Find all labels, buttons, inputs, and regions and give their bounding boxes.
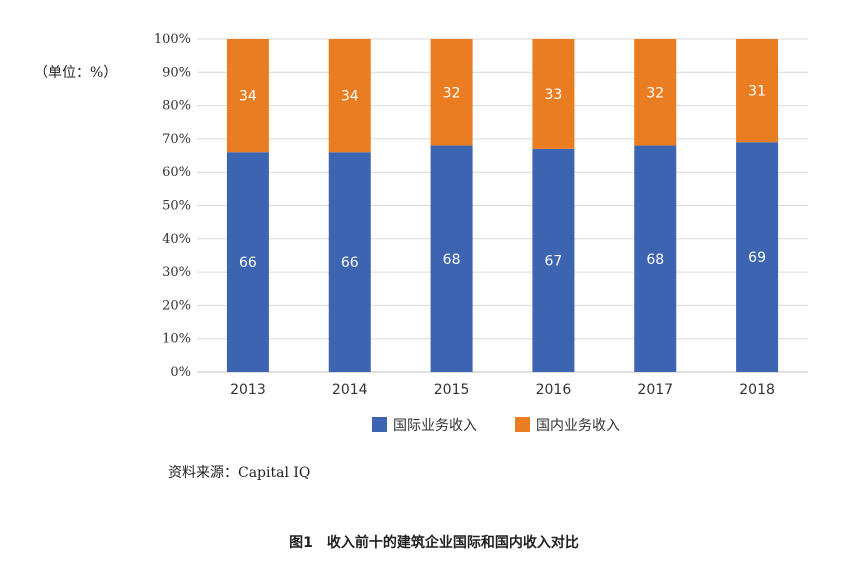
y-tick-label: 50% (162, 199, 191, 214)
y-tick-label: 70% (162, 132, 191, 147)
grid-lines (197, 38, 808, 373)
bar-segment-domestic (328, 39, 371, 153)
y-tick-label: 30% (162, 265, 191, 280)
bars: 66 34 66 34 68 32 67 33 68 32 69 31 (226, 39, 779, 372)
y-tick-label: 40% (162, 232, 191, 247)
bar-value-label-domestic: 31 (748, 84, 766, 100)
y-tick-label: 0% (170, 365, 191, 380)
y-tick-label: 10% (162, 332, 191, 347)
legend-label: 国内业务收入 (536, 418, 620, 434)
x-tick-label: 2015 (434, 382, 470, 398)
legend: 国际业务收入 国内业务收入 (372, 417, 620, 434)
bar-segment-international (634, 145, 677, 372)
bar-segment-international (430, 145, 473, 372)
legend-swatch (372, 417, 387, 432)
bar-value-label-domestic: 34 (341, 89, 359, 105)
bar-value-label-international: 67 (545, 253, 563, 269)
figure-caption: 图1 收入前十的建筑企业国际和国内收入对比 (289, 535, 579, 551)
bar-value-label-international: 68 (646, 252, 664, 268)
bar-segment-international (328, 152, 371, 372)
bar-value-label-international: 66 (341, 255, 359, 271)
bar-value-label-domestic: 33 (545, 87, 563, 103)
y-axis-ticks: 0% 10% 20% 30% 40% 50% 60% 70% 80% 90% 100% (154, 32, 191, 380)
bar-value-label-domestic: 34 (239, 89, 257, 105)
x-tick-label: 2016 (536, 382, 572, 398)
x-tick-label: 2017 (637, 382, 673, 398)
y-tick-label: 20% (162, 298, 191, 313)
y-tick-label: 90% (162, 65, 191, 80)
bar-segment-domestic (532, 39, 575, 149)
y-tick-label: 60% (162, 165, 191, 180)
bar-value-label-domestic: 32 (443, 85, 461, 101)
x-tick-label: 2018 (739, 382, 775, 398)
legend-swatch (515, 417, 530, 432)
bar-segment-domestic (634, 39, 677, 146)
legend-label: 国际业务收入 (393, 418, 477, 434)
bar-value-label-international: 68 (443, 252, 461, 268)
x-tick-label: 2014 (332, 382, 368, 398)
bar-segment-international (226, 152, 269, 372)
source-note: 资料来源：Capital IQ (168, 465, 311, 481)
bar-segment-domestic (226, 39, 269, 153)
bar-value-label-international: 66 (239, 255, 257, 271)
bar-value-label-domestic: 32 (646, 85, 664, 101)
bar-segment-domestic (736, 39, 779, 143)
x-axis-ticks: 2013 2014 2015 2016 2017 2018 (230, 382, 775, 398)
bar-segment-international (532, 148, 575, 372)
bar-segment-international (736, 142, 779, 372)
y-tick-label: 100% (154, 32, 191, 47)
x-tick-label: 2013 (230, 382, 266, 398)
y-tick-label: 80% (162, 99, 191, 114)
bar-value-label-international: 69 (748, 250, 766, 266)
unit-label: （单位：%） (34, 65, 118, 81)
bar-segment-domestic (430, 39, 473, 146)
